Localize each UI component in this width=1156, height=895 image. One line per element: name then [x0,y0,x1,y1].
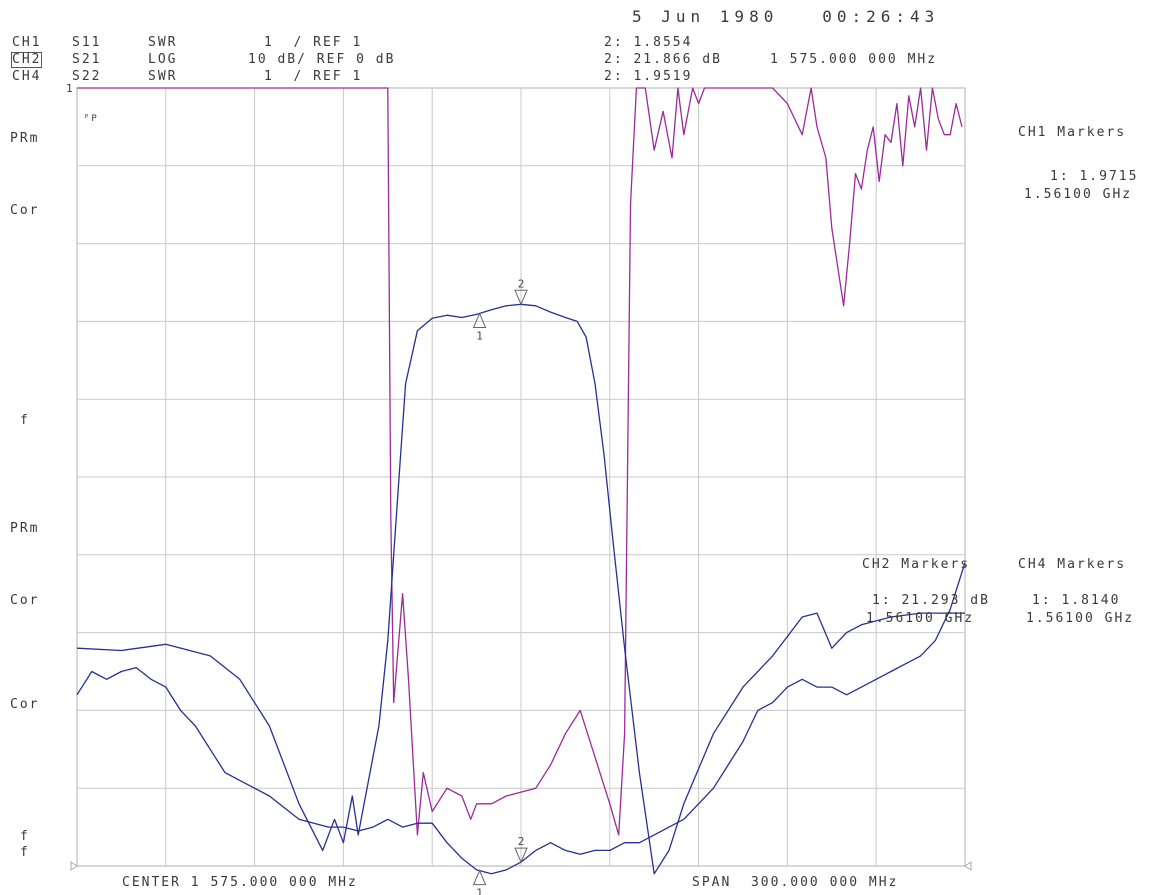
prm-label-mid: PRm [10,521,40,536]
ch1-markers-title: CH1 Markers [1018,125,1127,140]
ch4-marker-value: 1: 1.8140 [1032,593,1121,608]
marker-triangle-1 [472,312,487,328]
ch1-marker-value: 1: 1.9715 [1050,169,1139,184]
ch1-scale: 1 / REF 1 [264,35,363,50]
span-frequency: SPAN 300.000 000 MHz [692,875,899,890]
f-label-low2: f [20,845,30,860]
ch1-marker-freq: 1.56100 GHz [1024,187,1133,202]
prm-label-top: PRm [10,131,40,146]
ch1-format: SWR [148,35,178,50]
ch4-label[interactable]: CH4 [12,69,42,84]
ch1-readout: 2: 1.8554 [604,35,693,50]
ch2-scale: 10 dB/ REF 0 dB [248,52,396,67]
ch4-marker-freq: 1.56100 GHz [1026,611,1135,626]
ch4-scale: 1 / REF 1 [264,69,363,84]
trace-ch1-s11 [77,87,963,836]
marker-label-2: 2 [518,277,525,290]
marker-group: 1 2 1 2 [472,277,528,895]
ch4-readout: 2: 1.9519 [604,69,693,84]
ch4-markers-title: CH4 Markers [1018,557,1127,572]
ref-triangle-right [964,861,972,871]
ref-position-label: 1 [66,82,75,95]
marker-triangle-2 [514,847,528,864]
ch1-param: S11 [72,35,102,50]
marker-label-1: 1 [476,329,483,342]
ch2-readout: 2: 21.866 dB [604,52,722,67]
ch2-marker-value: 1: 21.293 dB [872,593,990,608]
f-label-mid: f [20,413,30,428]
cor-label-mid: Cor [10,593,40,608]
ch2-markers-title: CH2 Markers [862,557,971,572]
trace-ch2-s21 [76,303,965,875]
ch2-param: S21 [72,52,102,67]
cor-label-top: Cor [10,203,40,218]
cor-label-low: Cor [10,697,40,712]
f-label-low1: f [20,829,30,844]
marker-frequency: 1 575.000 000 MHz [770,52,938,67]
ch2-marker-freq: 1.56100 GHz [866,611,975,626]
pp-indicator: ᴾP [84,114,99,124]
ch4-format: SWR [148,69,178,84]
datetime: 5 Jun 1980 00:26:43 [632,7,940,26]
ch2-format: LOG [148,52,178,67]
ch2-label[interactable]: CH2 [10,52,43,68]
ref-triangle-left [70,861,78,871]
plot-grid [70,87,972,871]
ch1-label[interactable]: CH1 [12,35,42,50]
marker-label-2: 2 [518,835,525,848]
marker-label-1: 1 [476,887,483,895]
marker-triangle-1 [472,869,487,886]
ch4-param: S22 [72,69,102,84]
marker-triangle-2 [514,289,528,306]
center-frequency: CENTER 1 575.000 000 MHz [122,875,358,890]
